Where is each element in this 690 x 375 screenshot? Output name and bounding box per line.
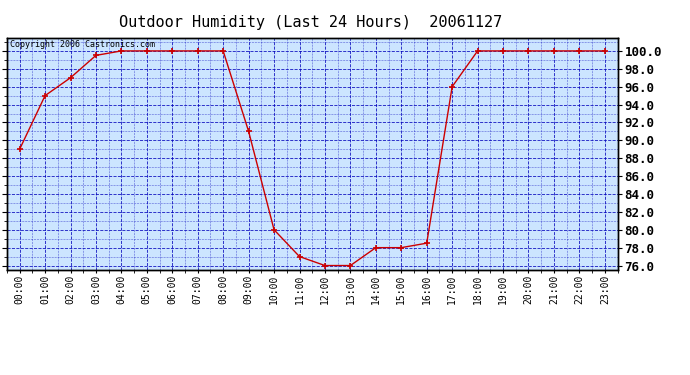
Text: Copyright 2006 Castronics.com: Copyright 2006 Castronics.com (10, 40, 155, 49)
Text: Outdoor Humidity (Last 24 Hours)  20061127: Outdoor Humidity (Last 24 Hours) 2006112… (119, 15, 502, 30)
